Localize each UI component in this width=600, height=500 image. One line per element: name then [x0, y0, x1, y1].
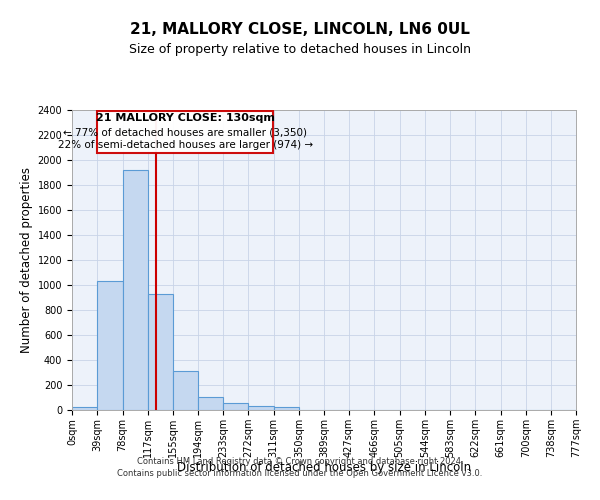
- Bar: [274, 407, 299, 410]
- Bar: [173, 370, 198, 410]
- X-axis label: Distribution of detached houses by size in Lincoln: Distribution of detached houses by size …: [177, 462, 471, 474]
- Text: Contains HM Land Registry data © Crown copyright and database right 2024.: Contains HM Land Registry data © Crown c…: [137, 458, 463, 466]
- FancyBboxPatch shape: [97, 112, 273, 152]
- Bar: [72, 407, 97, 410]
- Bar: [198, 397, 223, 410]
- Text: ← 77% of detached houses are smaller (3,350): ← 77% of detached houses are smaller (3,…: [63, 128, 307, 138]
- Bar: [248, 406, 274, 410]
- Bar: [223, 403, 248, 410]
- Bar: [122, 170, 148, 410]
- Text: Size of property relative to detached houses in Lincoln: Size of property relative to detached ho…: [129, 42, 471, 56]
- Bar: [148, 294, 173, 410]
- Y-axis label: Number of detached properties: Number of detached properties: [20, 167, 34, 353]
- Text: 21, MALLORY CLOSE, LINCOLN, LN6 0UL: 21, MALLORY CLOSE, LINCOLN, LN6 0UL: [130, 22, 470, 38]
- Bar: [97, 281, 122, 410]
- Text: Contains public sector information licensed under the Open Government Licence v3: Contains public sector information licen…: [118, 469, 482, 478]
- Text: 21 MALLORY CLOSE: 130sqm: 21 MALLORY CLOSE: 130sqm: [96, 114, 275, 124]
- Text: 22% of semi-detached houses are larger (974) →: 22% of semi-detached houses are larger (…: [58, 140, 313, 150]
